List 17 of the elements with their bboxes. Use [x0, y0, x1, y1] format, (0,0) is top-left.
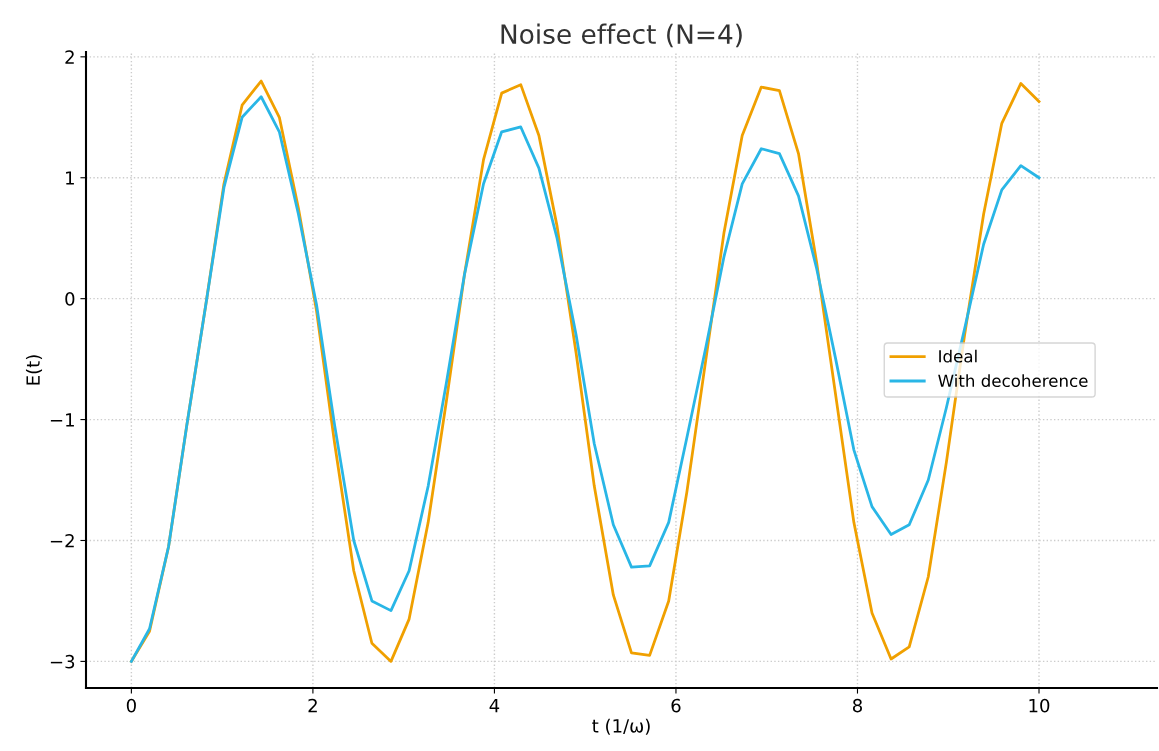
x-tick-label: 8 [852, 698, 862, 713]
y-tick-label: 1 [66, 171, 74, 185]
y-tick-label: −1 [50, 413, 74, 427]
x-tick-label: 6 [671, 698, 681, 713]
y-tick-label: 2 [65, 50, 74, 64]
y-tick-label: −2 [50, 533, 74, 548]
x-tick-label: 4 [489, 698, 500, 713]
y-tick-label: −3 [50, 654, 75, 669]
legend-label: Ideal [939, 349, 977, 363]
x-tick-label: 2 [308, 698, 317, 713]
chart-title: Noise effect (N=4) [501, 23, 742, 48]
x-axis-title: t (1/ω) [592, 718, 650, 735]
x-tick-label: 0 [126, 698, 136, 713]
legend-label: With decoherence [938, 374, 1088, 388]
y-axis-title: E(t) [25, 355, 43, 385]
y-tick-label: 0 [65, 292, 75, 306]
x-tick-label: 10 [1029, 698, 1050, 713]
